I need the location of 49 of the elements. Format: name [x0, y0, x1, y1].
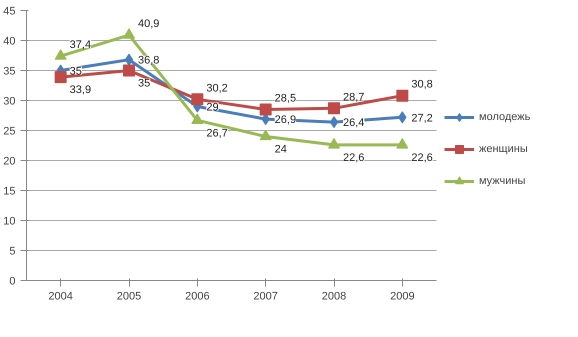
point [123, 64, 135, 76]
x-tick-label: 2006 [185, 290, 210, 302]
data-label: 40,9 [138, 18, 160, 30]
data-label: 33,9 [70, 84, 92, 96]
y-tick-label: 30 [3, 96, 16, 108]
legend-label: мужчины [479, 175, 526, 187]
data-label: 35 [138, 78, 150, 90]
point [54, 71, 67, 84]
point [260, 104, 272, 116]
x-tick-label: 2008 [322, 290, 346, 302]
y-tick-label: 20 [3, 156, 16, 168]
x-tick-label: 2005 [116, 290, 142, 302]
data-label: 28,5 [274, 92, 296, 104]
data-label: 37,4 [70, 39, 92, 52]
data-label: 28,7 [343, 91, 364, 104]
data-label: 27,2 [411, 112, 433, 124]
y-tick-label: 25 [3, 126, 16, 138]
point [260, 130, 272, 140]
data-label: 22,6 [343, 152, 364, 164]
point [396, 90, 408, 102]
y-tick-label: 35 [3, 66, 16, 78]
data-label: 35 [70, 66, 82, 78]
y-tick-label: 40 [3, 36, 16, 48]
data-label: 30,8 [411, 78, 433, 91]
point [191, 93, 204, 106]
point [328, 138, 340, 149]
x-tick-label: 2009 [390, 290, 415, 302]
data-label: 26,7 [206, 127, 228, 140]
point [396, 138, 408, 149]
y-tick-label: 5 [9, 246, 16, 258]
data-label: 26,4 [343, 117, 364, 130]
y-tick-label: 0 [9, 276, 16, 288]
data-label: 29 [206, 102, 219, 114]
data-label: 26,9 [274, 114, 296, 126]
legend-label: женщины [479, 143, 528, 155]
point [124, 54, 134, 66]
data-label: 22,6 [411, 152, 433, 164]
data-label: 36,8 [138, 54, 160, 67]
y-tick-label: 15 [3, 186, 16, 198]
y-tick-label: 10 [3, 216, 16, 228]
point [328, 102, 340, 114]
legend-label: молодежь [479, 111, 530, 123]
data-label: 24 [274, 144, 287, 156]
x-tick-label: 2004 [48, 290, 73, 302]
data-label: 30,2 [206, 82, 228, 94]
x-tick-label: 2007 [253, 290, 278, 302]
point [330, 116, 338, 128]
point [191, 113, 204, 124]
y-tick-label: 45 [3, 6, 16, 18]
